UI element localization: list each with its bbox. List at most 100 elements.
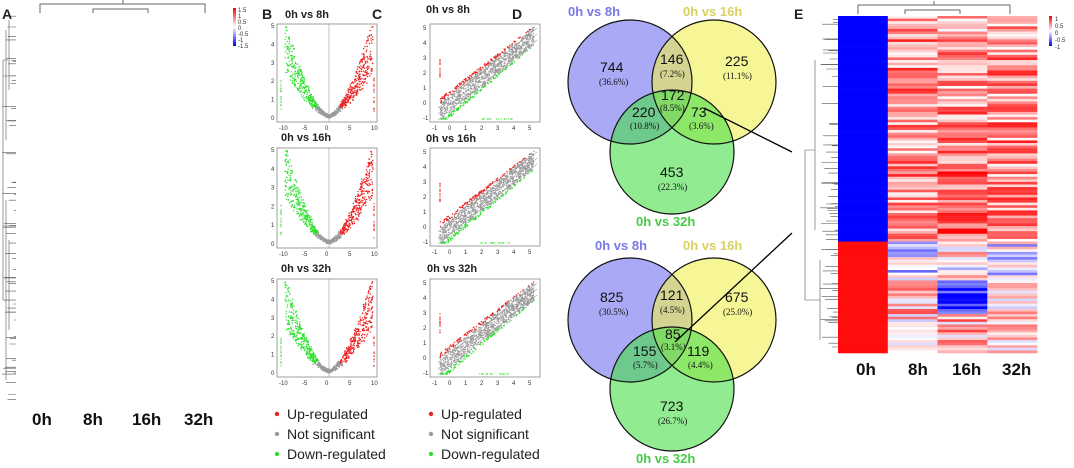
venn-bottom-a-only-pct: (30.5%) <box>599 307 628 317</box>
dendrogram-top-e <box>857 1 1011 14</box>
scale-e-tick-4: -1 <box>1055 45 1061 51</box>
scatter-title-2: 0h vs 16h <box>426 133 476 145</box>
scale-a-tick-4: -0.5 <box>238 32 249 38</box>
legend-b-ns-marker <box>274 431 280 437</box>
legend-c-up: Up-regulated <box>441 406 522 422</box>
volcano-x-tick: 5 <box>348 381 352 387</box>
volcano-x-tick: -10 <box>279 126 288 132</box>
volcano-y-tick: 4 <box>271 297 275 303</box>
venn-bottom-bc: 119 <box>687 343 710 359</box>
volcano-x-tick: 5 <box>348 126 352 132</box>
scatter-x-tick: 1 <box>464 126 468 132</box>
connector-line-bottom <box>674 232 793 343</box>
scatter-y-tick: 5 <box>423 281 427 287</box>
panel-label-c: C <box>372 6 382 22</box>
venn-bottom-bc-pct: (4.4%) <box>688 360 713 370</box>
scatter-x-tick: 1 <box>464 381 468 387</box>
scatter-y-tick: 0 <box>423 225 427 231</box>
scatter-x-tick: -1 <box>432 381 438 387</box>
scale-a-tick-3: 0 <box>238 26 242 32</box>
scale-a-tick-6: -1.5 <box>238 44 249 50</box>
volcano-y-tick: 4 <box>271 167 275 173</box>
scatter-y-tick: 2 <box>423 195 427 201</box>
heatmap-e-col-0h: 0h <box>856 360 876 379</box>
venn-top-title-b: 0h vs 16h <box>683 4 742 19</box>
volcano-frame-3 <box>276 278 378 378</box>
panel-label-e: E <box>794 6 803 22</box>
venn-bottom-ac: 155 <box>633 343 657 359</box>
volcano-title-1: 0h vs 8h <box>285 9 329 21</box>
legend-c-ns: Not significant <box>441 426 529 442</box>
venn-top-ab: 146 <box>660 51 684 67</box>
scatter-points-3 <box>437 281 538 376</box>
venn-top-circle-c <box>610 90 734 214</box>
scatter-x-tick: 2 <box>480 126 484 132</box>
venn-top-abc-pct: (8.5%) <box>660 103 685 113</box>
volcano-x-tick: 0 <box>325 381 329 387</box>
volcano-x-tick: 5 <box>348 252 352 258</box>
dendrogram-left-e <box>804 19 838 348</box>
scatter-x-tick: 5 <box>528 126 532 132</box>
volcano-y-tick: 1 <box>271 353 275 359</box>
scatter-points-1 <box>437 26 538 121</box>
scale-a-tick-2: 0.5 <box>238 20 247 26</box>
venn-bottom-c-only: 723 <box>660 398 684 414</box>
color-scale-e: 1 0.5 0 -0.5 -1 <box>1049 16 1066 51</box>
venn-bottom-circle-c <box>610 327 734 451</box>
volcano-x-tick: -10 <box>279 381 288 387</box>
legend-b: Up-regulated Not significant Down-regula… <box>274 406 386 462</box>
volcano-plots-b: 0h vs 8h 0h vs 16h 0h vs 32h -10 -5 0 5 1001… <box>271 9 378 387</box>
scatter-y-tick: 1 <box>423 86 427 92</box>
volcano-frame-1 <box>276 23 378 123</box>
scatter-x-tick: 1 <box>464 250 468 256</box>
scatter-y-tick: 3 <box>423 180 427 186</box>
scatter-y-tick: 0 <box>423 101 427 107</box>
volcano-y-tick: 5 <box>271 24 275 30</box>
scale-a-tick-5: -1 <box>238 38 244 44</box>
scatter-title-1: 0h vs 8h <box>426 4 470 16</box>
venn-bottom-c-only-pct: (26.7%) <box>658 416 687 426</box>
venn-bottom-title-c: 0h vs 32h <box>636 451 695 466</box>
legend-b-up-marker <box>274 411 280 417</box>
heatmap-a-col-0h: 0h <box>32 410 52 429</box>
volcano-title-3: 0h vs 32h <box>281 263 331 275</box>
legend-b-down-marker <box>274 451 280 457</box>
scale-e-tick-3: -0.5 <box>1055 38 1066 44</box>
scatter-x-tick: -1 <box>432 126 438 132</box>
venn-bottom-a-only: 825 <box>600 289 624 305</box>
scatter-y-tick: 4 <box>423 165 427 171</box>
volcano-x-tick: 0 <box>325 252 329 258</box>
scatter-x-tick: 0 <box>448 126 452 132</box>
volcano-y-tick: 3 <box>271 61 275 67</box>
volcano-y-tick: 4 <box>271 42 275 48</box>
scatter-y-tick: -1 <box>423 371 429 377</box>
heatmap-a-col-32h: 32h <box>184 410 213 429</box>
venn-top-title-c: 0h vs 32h <box>636 214 695 229</box>
scatter-x-tick: 2 <box>480 250 484 256</box>
scatter-y-tick: 3 <box>423 311 427 317</box>
scale-e-tick-2: 0 <box>1055 31 1059 37</box>
venn-bottom-abc-pct: (3.1%) <box>661 342 686 352</box>
legend-b-up: Up-regulated <box>287 406 368 422</box>
venn-top-c-only: 453 <box>660 164 684 180</box>
scatter-y-tick: -1 <box>423 116 429 122</box>
scale-a-tick-0: 1.5 <box>238 8 247 14</box>
scatter-y-tick: 1 <box>423 341 427 347</box>
scatter-y-tick: 3 <box>423 56 427 62</box>
venn-top-title-a: 0h vs 8h <box>568 4 620 19</box>
volcano-x-tick: 10 <box>371 381 378 387</box>
volcano-x-tick: 10 <box>371 126 378 132</box>
venn-top-abc: 172 <box>661 87 685 103</box>
color-scale-a: 1.5 1 0.5 0 -0.5 -1 -1.5 <box>233 8 249 50</box>
scale-a-tick-1: 1 <box>238 14 242 20</box>
volcano-x-tick: -5 <box>302 381 308 387</box>
volcano-x-tick: -5 <box>302 252 308 258</box>
venn-bottom-b-only-pct: (25.0%) <box>723 307 752 317</box>
scatter-x-tick: 4 <box>512 250 516 256</box>
scatter-x-tick: 5 <box>528 250 532 256</box>
scatter-frame-1 <box>429 23 541 123</box>
scatter-x-tick: 4 <box>512 381 516 387</box>
venn-top-b-only-pct: (11.1%) <box>723 71 752 81</box>
scatter-x-tick: 4 <box>512 126 516 132</box>
